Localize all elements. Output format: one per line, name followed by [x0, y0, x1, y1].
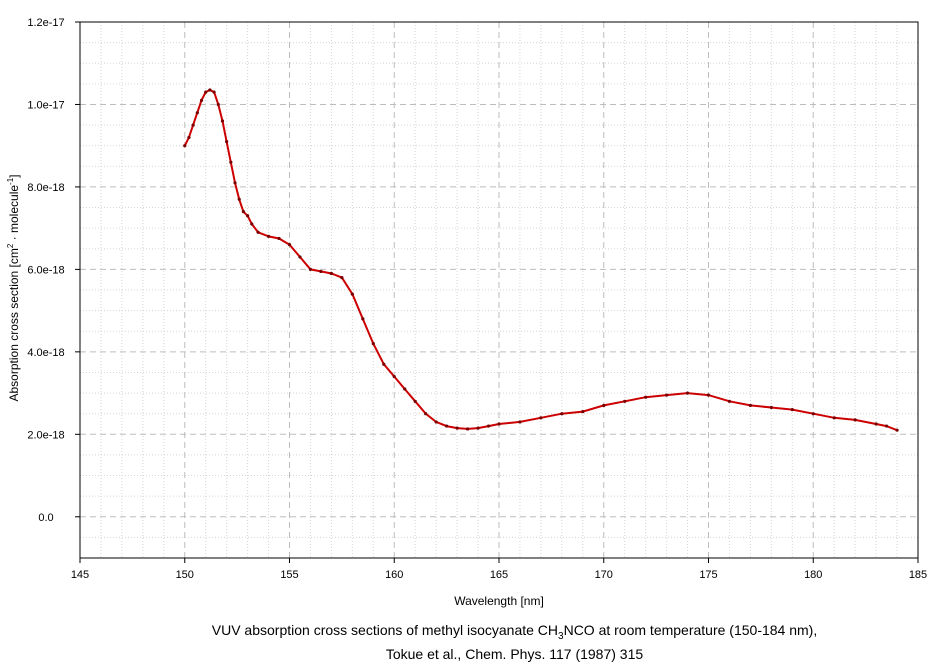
- data-point: [497, 422, 501, 426]
- y-tick-label: 4.0e-18: [27, 347, 64, 359]
- y-tick-label: 1.2e-17: [27, 17, 64, 29]
- series-points: [183, 88, 899, 432]
- data-point: [237, 197, 241, 201]
- data-point: [486, 424, 491, 428]
- data-point: [665, 393, 669, 397]
- x-tick-label: 175: [699, 569, 717, 581]
- x-tick-label: 145: [71, 569, 89, 581]
- y-tick-label: 0.0: [38, 512, 53, 524]
- data-point: [769, 405, 773, 410]
- data-point: [382, 362, 386, 366]
- data-point: [539, 416, 543, 420]
- data-point: [832, 416, 836, 420]
- data-point: [225, 139, 229, 144]
- x-tick-label: 185: [909, 569, 927, 581]
- data-point: [853, 418, 857, 422]
- x-tick-label: 180: [804, 569, 822, 581]
- data-point: [220, 119, 225, 123]
- x-axis-title: Wavelength [nm]: [454, 594, 544, 608]
- x-tick-label: 150: [176, 569, 194, 581]
- data-point: [706, 393, 711, 397]
- data-point: [204, 90, 208, 94]
- x-tick-label: 155: [280, 569, 298, 581]
- caption-formula-suffix: NCO at room temperature (150-184 nm),: [563, 622, 818, 638]
- y-tick-label: 8.0e-18: [27, 182, 64, 194]
- data-point: [216, 102, 220, 107]
- data-point: [424, 412, 428, 416]
- data-point: [560, 412, 564, 416]
- y-tick-label: 2.0e-18: [27, 429, 64, 441]
- y-axis-title-prefix: Absorption cross section [cm: [7, 248, 21, 401]
- data-point: [361, 317, 365, 321]
- data-point: [811, 412, 815, 416]
- data-point: [298, 255, 302, 259]
- data-point: [277, 236, 281, 241]
- data-point: [199, 98, 204, 102]
- caption-formula-prefix: VUV absorption cross sections of methyl …: [211, 622, 559, 638]
- data-point: [434, 420, 438, 424]
- y-tick-label: 6.0e-18: [27, 264, 64, 276]
- data-point: [727, 399, 732, 403]
- data-point: [748, 403, 753, 408]
- y-tick-label: 1.0e-17: [27, 99, 64, 111]
- data-point: [195, 111, 199, 115]
- data-point: [623, 399, 627, 403]
- data-point: [212, 90, 216, 94]
- data-point: [790, 407, 794, 412]
- chart-caption-line1: VUV absorption cross sections of methyl …: [0, 622, 939, 642]
- x-tick-label: 160: [385, 569, 403, 581]
- data-point: [319, 269, 323, 274]
- caption-formula-subscript: 3: [558, 630, 564, 642]
- data-point: [685, 391, 690, 395]
- chart-caption-line2: Tokue et al., Chem. Phys. 117 (1987) 315: [385, 646, 644, 662]
- data-point: [392, 374, 396, 379]
- data-point: [445, 424, 449, 428]
- y-axis-title-middle: · molecule: [7, 185, 21, 244]
- grid-lines: [79, 21, 919, 559]
- data-point: [518, 420, 522, 424]
- data-point: [581, 410, 585, 414]
- data-point: [884, 424, 889, 428]
- data-point: [874, 422, 878, 426]
- data-point: [229, 160, 233, 164]
- data-point: [250, 222, 254, 226]
- data-point: [183, 144, 187, 148]
- data-point: [256, 230, 260, 234]
- data-point: [233, 181, 237, 185]
- data-point: [644, 395, 648, 399]
- data-point: [208, 88, 212, 92]
- data-point: [350, 292, 354, 296]
- data-point: [187, 135, 191, 140]
- data-point: [308, 267, 313, 271]
- data-point: [465, 427, 470, 431]
- y-axis-title: Absorption cross section [cm2 · molecule…: [6, 174, 21, 401]
- data-point: [476, 426, 480, 430]
- data-point: [241, 210, 246, 214]
- x-tick-label: 170: [595, 569, 613, 581]
- data-point: [329, 271, 333, 276]
- data-point: [266, 234, 271, 238]
- data-point: [455, 426, 459, 430]
- data-point: [246, 214, 250, 218]
- data-point: [403, 387, 407, 391]
- data-point: [287, 243, 292, 247]
- y-axis-title-sup2: -1: [6, 177, 15, 185]
- y-axis-title-sup1: 2: [6, 243, 15, 248]
- data-point: [895, 428, 899, 432]
- data-point: [191, 123, 195, 127]
- y-axis-title-suffix: ]: [7, 174, 21, 177]
- data-point: [340, 276, 344, 280]
- data-point: [602, 403, 606, 408]
- x-tick-label: 165: [490, 569, 508, 581]
- data-point: [371, 342, 375, 346]
- data-point: [413, 399, 417, 403]
